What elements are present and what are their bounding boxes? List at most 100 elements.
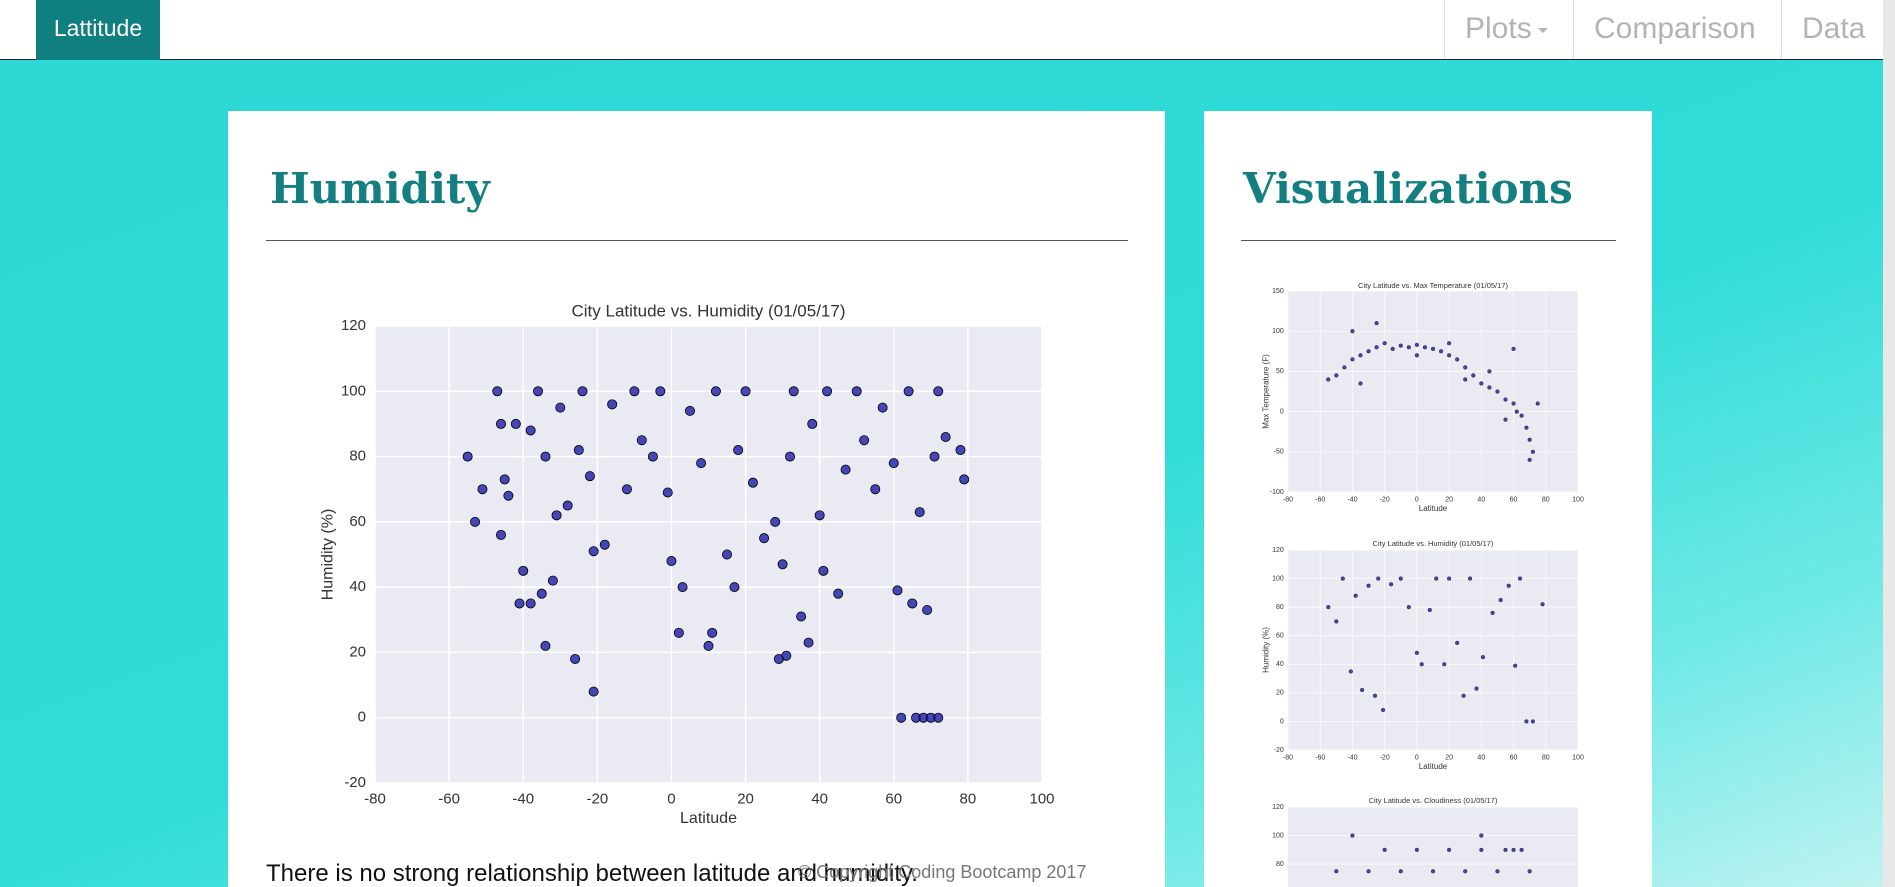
point [1447, 847, 1452, 852]
point [859, 435, 870, 446]
plot-area [1288, 291, 1578, 492]
point [629, 386, 640, 397]
y-tick-label: 120 [341, 317, 366, 334]
point [785, 451, 796, 462]
y-tick-label: 80 [349, 448, 366, 465]
point [1372, 693, 1378, 698]
y-tick-label: 60 [1276, 633, 1284, 640]
point [822, 386, 833, 397]
point [1398, 343, 1403, 348]
point [1517, 576, 1523, 581]
point [1374, 345, 1379, 350]
point [1353, 593, 1358, 598]
point [703, 640, 714, 651]
x-tick-label: -60 [1315, 755, 1325, 762]
point [1406, 605, 1411, 610]
point [1511, 346, 1516, 351]
point [1498, 597, 1503, 603]
point [1382, 847, 1387, 852]
y-tick-label: -20 [344, 774, 366, 791]
point [666, 556, 677, 567]
point [840, 464, 851, 475]
nav-data[interactable]: Data [1781, 0, 1885, 59]
point [1490, 610, 1495, 615]
point [1471, 373, 1476, 378]
point [1511, 847, 1516, 852]
point [1480, 655, 1485, 660]
point [1503, 397, 1508, 402]
point [814, 510, 825, 521]
brand[interactable]: Lattitude [36, 0, 160, 60]
scrollbar[interactable] [1883, 0, 1895, 887]
y-tick-label: 100 [1272, 328, 1284, 335]
point [747, 477, 758, 488]
y-tick-label: 20 [349, 643, 366, 660]
point [1406, 345, 1411, 350]
y-tick-label: 20 [1276, 690, 1284, 697]
point [555, 402, 566, 413]
point [1495, 389, 1500, 394]
point [959, 474, 970, 485]
y-tick-label: 40 [349, 578, 366, 595]
chart-title: City Latitude vs. Humidity (01/05/17) [571, 301, 845, 320]
point [1398, 869, 1403, 874]
point [1366, 583, 1371, 588]
y-axis-label: Max Temperature (F) [1261, 354, 1270, 429]
point [1414, 342, 1419, 347]
x-tick-label: -80 [1283, 497, 1293, 504]
x-tick-label: 60 [1510, 497, 1518, 504]
x-tick-label: 40 [1477, 755, 1485, 762]
y-tick-label: 0 [358, 709, 366, 726]
y-axis-label: Humidity (%) [320, 509, 337, 601]
point [495, 418, 506, 429]
point [547, 575, 558, 586]
y-tick-label: 100 [1272, 832, 1284, 839]
x-tick-label: 80 [1542, 755, 1550, 762]
point [933, 712, 944, 723]
x-tick-label: 20 [737, 790, 754, 807]
point [518, 565, 529, 576]
point [888, 458, 899, 469]
point [1524, 425, 1529, 430]
x-tick-label: -80 [364, 790, 386, 807]
point [1374, 321, 1379, 326]
x-tick-label: 100 [1572, 497, 1584, 504]
point [1398, 576, 1403, 581]
point [1350, 329, 1355, 334]
rule [266, 240, 1128, 241]
point [1334, 869, 1339, 874]
point [495, 529, 506, 540]
x-tick-label: 80 [1542, 497, 1550, 504]
y-tick-label: 100 [1272, 575, 1284, 582]
point [833, 588, 844, 599]
nav-comparison[interactable]: Comparison [1573, 0, 1776, 59]
point [1487, 385, 1492, 390]
point [929, 451, 940, 462]
chart-title: City Latitude vs. Cloudiness (01/05/17) [1369, 796, 1498, 805]
x-tick-label: 100 [1572, 755, 1584, 762]
point [1519, 847, 1524, 852]
y-tick-label: -50 [1274, 449, 1284, 456]
point [514, 598, 525, 609]
point [1530, 449, 1535, 454]
point [770, 516, 781, 527]
y-tick-label: 80 [1276, 604, 1284, 611]
point [1389, 582, 1394, 587]
point [551, 510, 562, 521]
point [477, 484, 488, 495]
point [1540, 602, 1545, 607]
x-tick-label: 40 [1477, 497, 1485, 504]
x-axis-label: Latitude [680, 810, 737, 827]
x-tick-label: -80 [1283, 755, 1293, 762]
point [1530, 719, 1535, 724]
point [1326, 377, 1331, 382]
point [955, 445, 966, 456]
x-tick-label: -40 [1347, 497, 1357, 504]
x-tick-label: -60 [438, 790, 460, 807]
nav-plots[interactable]: Plots [1444, 0, 1568, 59]
x-tick-label: -40 [1347, 755, 1357, 762]
point [1479, 381, 1484, 386]
point [1334, 373, 1339, 378]
